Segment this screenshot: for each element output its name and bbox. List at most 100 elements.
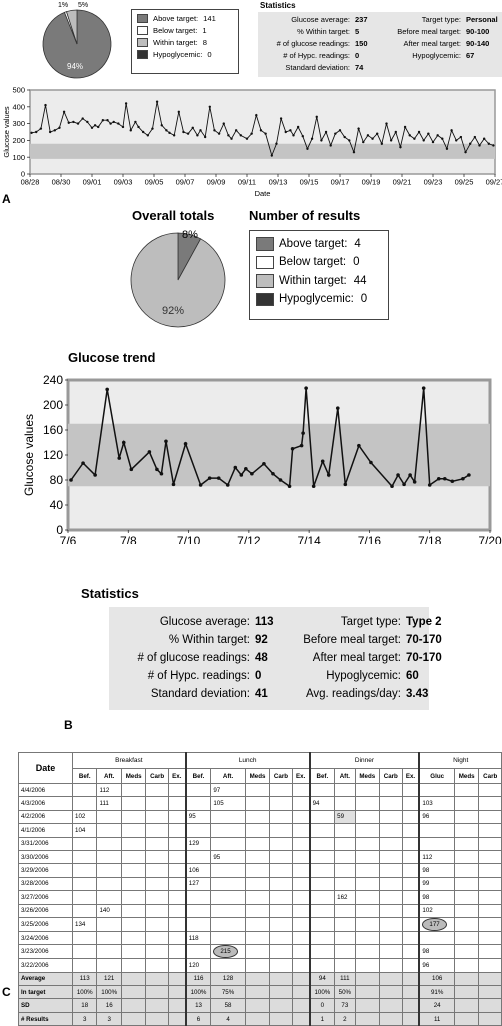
- table-cell: [401, 796, 420, 811]
- stat-value: 90-100: [466, 27, 490, 36]
- table-cell: [453, 849, 480, 865]
- pie-a-slices: [42, 9, 112, 79]
- table-cell: [244, 944, 271, 960]
- table-cell: [120, 796, 147, 811]
- data-point: [315, 115, 318, 119]
- data-point: [165, 129, 168, 132]
- data-point: [487, 142, 490, 145]
- date-cell: 3/29/2006: [18, 863, 73, 878]
- table-cell: [244, 971, 271, 987]
- table-cell: [244, 998, 271, 1013]
- table-cell: [210, 809, 246, 825]
- table-cell: [354, 863, 381, 878]
- table-row: 3/23/2006 215 98: [18, 944, 502, 960]
- x-axis-label: Date: [255, 189, 271, 198]
- stat-label: Hypoglycemic:: [326, 670, 401, 682]
- table-cell: [291, 958, 311, 973]
- data-point: [117, 456, 122, 460]
- stat-label: # of Hypc. readings:: [147, 670, 250, 682]
- data-point: [492, 144, 495, 147]
- stat-label: Standard deviation:: [285, 63, 350, 72]
- table-cell: 215: [210, 944, 246, 960]
- table-cell: [269, 944, 293, 960]
- data-point: [30, 131, 33, 135]
- table-cell: [478, 876, 502, 892]
- date-cell: 3/28/2006: [18, 876, 73, 892]
- y-tick-label: 40: [50, 498, 64, 512]
- column-group-night: Night: [418, 752, 502, 769]
- stat-value: 3.43: [406, 688, 429, 700]
- x-tick-label: 09/21: [393, 178, 412, 187]
- legend-item: Within target: 44: [256, 274, 382, 288]
- data-point: [106, 119, 109, 122]
- table-cell: 121: [96, 971, 122, 987]
- x-tick-label: 09/03: [114, 178, 133, 187]
- data-point: [182, 130, 185, 134]
- table-cell: [291, 998, 311, 1013]
- data-point: [168, 131, 171, 135]
- data-point: [213, 129, 216, 132]
- table-cell: [379, 796, 403, 811]
- table-cell: [418, 836, 455, 851]
- summary-row: In target 100% 100% 100% 75% 100% 50% 91%: [18, 985, 502, 1000]
- table-cell: 106: [418, 971, 455, 987]
- table-cell: [145, 876, 169, 892]
- stat-row: Standard deviation: 41: [115, 685, 285, 703]
- data-point: [76, 122, 80, 125]
- table-cell: [120, 809, 147, 825]
- stat-label: Glucose average:: [159, 616, 250, 628]
- stat-row: % Within target: 5: [262, 26, 385, 38]
- table-cell: [269, 985, 293, 1000]
- table-row: 3/29/2006 106 98: [18, 863, 502, 878]
- stats-a-title: Statistics: [260, 1, 296, 10]
- date-cell: 3/22/2006: [18, 958, 73, 973]
- data-point: [270, 154, 273, 157]
- data-point: [362, 140, 365, 144]
- stat-row: Before meal target: 90-100: [391, 26, 502, 38]
- table-cell: [354, 782, 381, 798]
- table-cell: [269, 876, 293, 892]
- stat-value: 5: [355, 27, 360, 36]
- data-point: [146, 134, 149, 137]
- data-point: [216, 476, 221, 480]
- y-axis-label: Glucose values: [22, 414, 36, 496]
- table-cell: [96, 863, 122, 878]
- data-point: [244, 466, 248, 471]
- table-cell: [291, 849, 311, 865]
- data-point: [155, 100, 159, 103]
- legend-item: Hypoglycemic: 0: [256, 292, 382, 306]
- x-tick-label: 7/14: [297, 534, 321, 544]
- table-cell: [478, 809, 502, 825]
- table-cell: [71, 782, 98, 798]
- table-cell: [120, 782, 147, 798]
- table-cell: 140: [96, 903, 122, 918]
- table-cell: [145, 890, 169, 905]
- data-point: [290, 446, 295, 451]
- table-cell: [120, 890, 147, 905]
- table-cell: [291, 890, 311, 905]
- circled-value: 215: [213, 945, 238, 959]
- y-tick-label: 120: [43, 448, 63, 462]
- stat-row: Hypoglycemic: 60: [293, 667, 446, 685]
- column-header: Bef.: [308, 768, 336, 784]
- table-cell: [291, 782, 311, 798]
- data-point: [482, 137, 486, 140]
- data-point: [450, 479, 455, 484]
- table-cell: [379, 823, 403, 838]
- table-cell: [379, 998, 403, 1013]
- data-point: [326, 473, 331, 477]
- data-point: [287, 484, 292, 489]
- table-cell: [291, 863, 311, 878]
- table-cell: 24: [418, 998, 455, 1013]
- date-cell: 4/3/2006: [18, 796, 73, 811]
- stat-value: 90-140: [466, 39, 490, 48]
- table-cell: [145, 944, 169, 960]
- table-cell: [478, 863, 502, 878]
- target-band: [30, 143, 495, 159]
- table-cell: [120, 971, 147, 987]
- table-cell: 113: [71, 971, 98, 987]
- x-tick-label: 09/09: [207, 178, 226, 187]
- table-cell: [308, 876, 336, 892]
- table-cell: [401, 930, 420, 946]
- stat-value: Personal: [466, 15, 498, 24]
